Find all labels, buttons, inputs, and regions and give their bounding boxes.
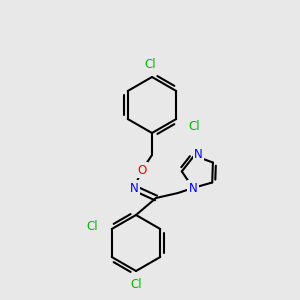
Text: N: N: [194, 148, 203, 161]
Text: Cl: Cl: [86, 220, 98, 233]
Text: N: N: [189, 182, 197, 194]
Text: O: O: [137, 164, 147, 176]
Text: N: N: [130, 182, 138, 194]
Text: Cl: Cl: [188, 121, 200, 134]
Text: Cl: Cl: [144, 58, 156, 71]
Text: Cl: Cl: [130, 278, 142, 292]
